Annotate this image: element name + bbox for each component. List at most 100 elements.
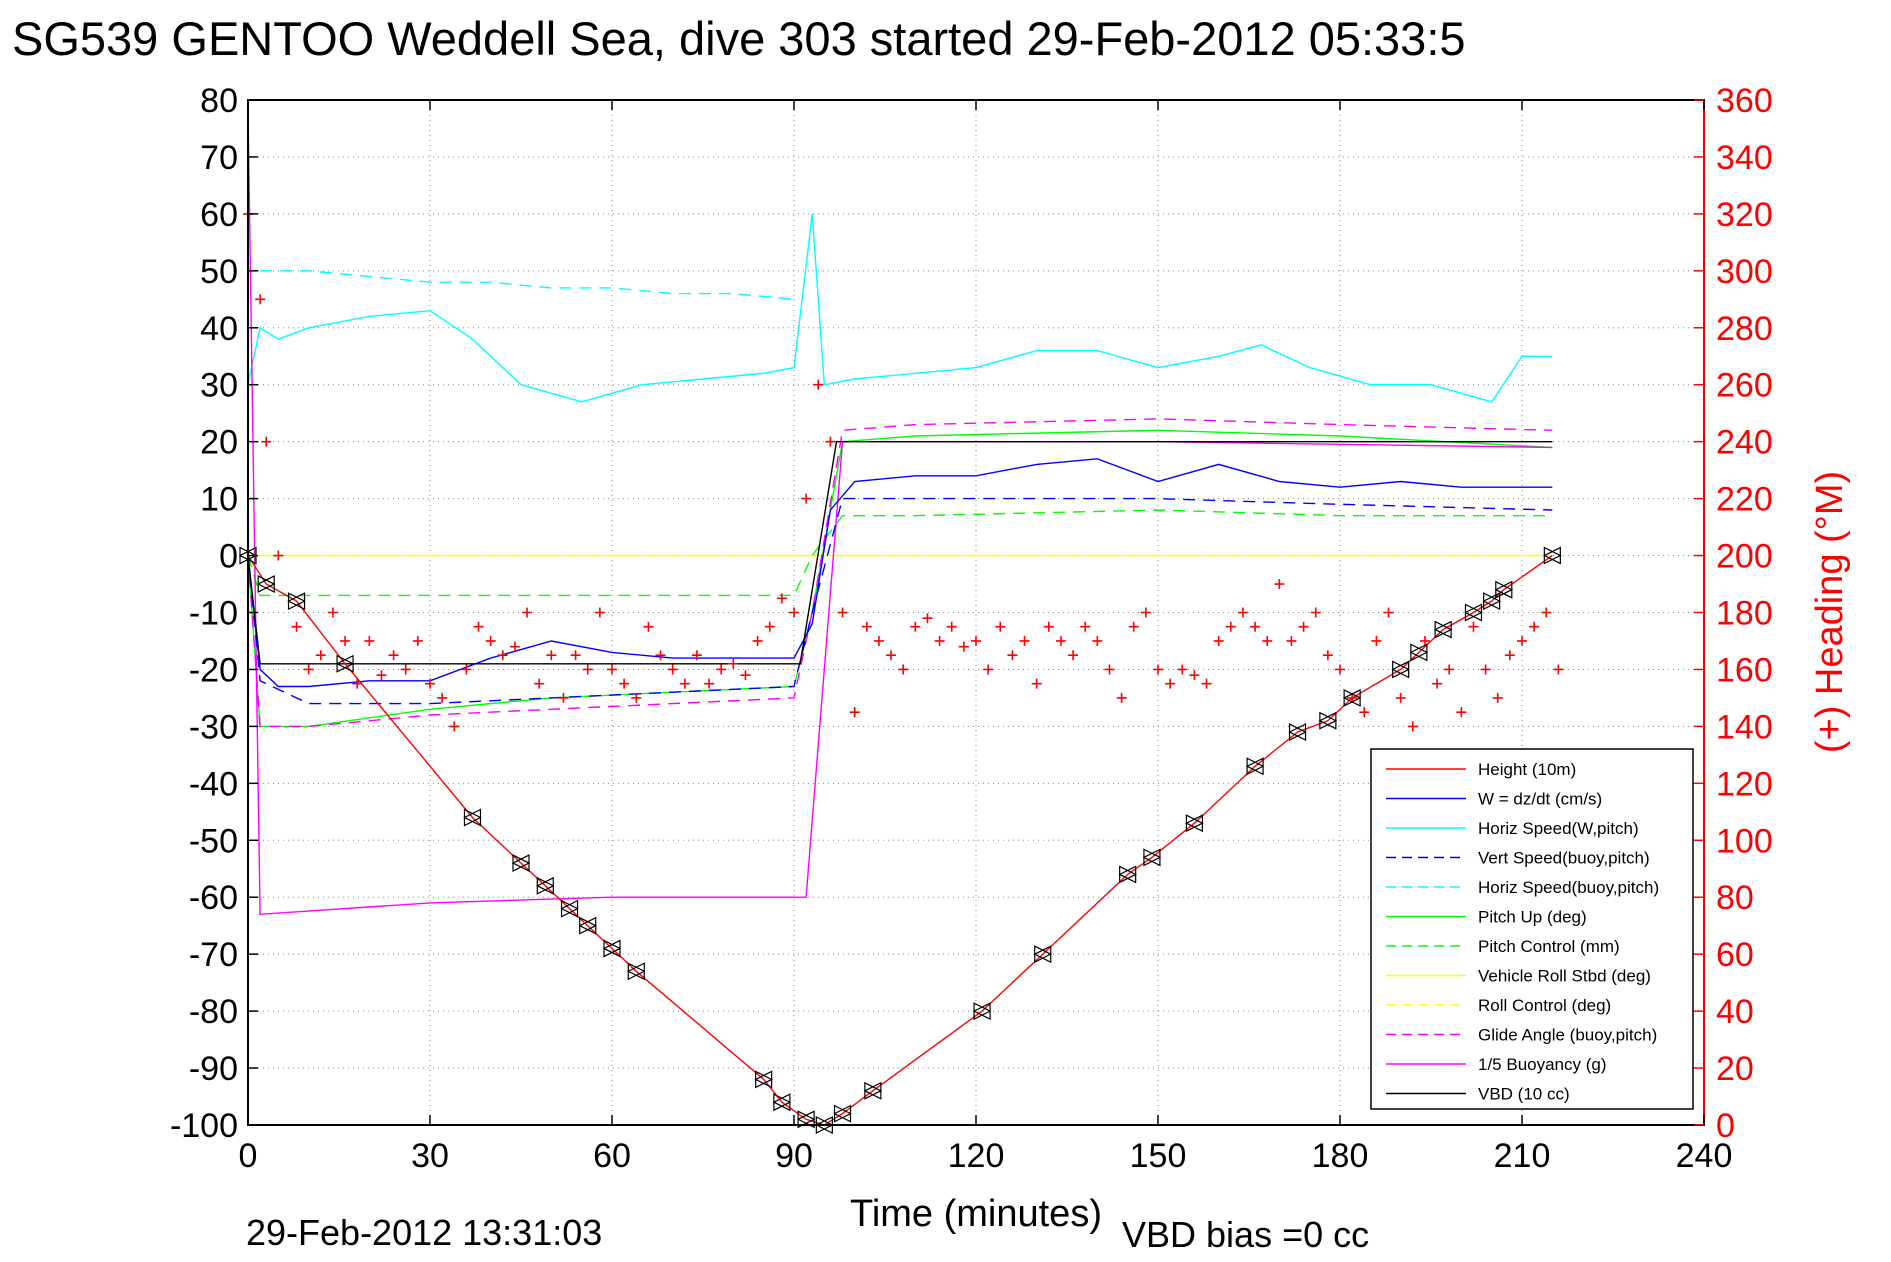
right-tick-label: 0 xyxy=(1716,1107,1735,1145)
heading-marker xyxy=(412,635,423,646)
heading-marker xyxy=(261,436,272,447)
heading-marker xyxy=(1407,721,1418,732)
legend-label: 1/5 Buoyancy (g) xyxy=(1478,1055,1607,1074)
right-tick-label: 280 xyxy=(1716,310,1773,348)
heading-marker xyxy=(1250,621,1261,632)
x-axis-label: Time (minutes) xyxy=(850,1193,1102,1235)
heading-marker xyxy=(837,607,848,618)
heading-marker xyxy=(509,641,520,652)
depth-marker xyxy=(1288,723,1307,742)
legend-label: VBD (10 cc) xyxy=(1478,1085,1570,1104)
right-tick-label: 220 xyxy=(1716,481,1773,519)
depth-marker xyxy=(1142,848,1162,867)
heading-marker xyxy=(607,664,617,675)
heading-marker xyxy=(1274,579,1285,590)
heading-marker xyxy=(1517,635,1527,646)
heading-marker xyxy=(898,664,909,675)
heading-marker xyxy=(1043,621,1054,632)
heading-marker xyxy=(1237,607,1248,618)
x-tick-label: 240 xyxy=(1676,1137,1733,1175)
heading-marker xyxy=(1104,664,1115,675)
heading-marker xyxy=(1116,692,1127,703)
right-tick-label: 240 xyxy=(1716,424,1773,462)
depth-marker xyxy=(863,1081,883,1100)
x-tick-label: 150 xyxy=(1130,1137,1187,1175)
heading-marker xyxy=(1225,621,1236,632)
right-tick-label: 80 xyxy=(1716,879,1754,917)
legend-label: Height (10m) xyxy=(1478,760,1576,779)
heading-marker xyxy=(1553,664,1564,675)
depth-marker xyxy=(1409,643,1429,662)
depth-marker xyxy=(1464,603,1483,622)
x-tick-label: 120 xyxy=(948,1137,1005,1175)
heading-marker xyxy=(1092,635,1103,646)
heading-marker xyxy=(1322,650,1333,661)
heading-marker xyxy=(825,436,836,447)
depth-marker xyxy=(1482,592,1502,611)
heading-marker xyxy=(934,635,945,646)
legend: Height (10m) W = dz/dt (cm/s) Horiz Speed(… xyxy=(1370,748,1694,1110)
footer-vbd-bias: VBD bias =0 cc xyxy=(1122,1214,1369,1255)
left-tick-label: 50 xyxy=(200,253,238,291)
footer-timestamp: 29-Feb-2012 13:31:03 xyxy=(246,1212,602,1253)
heading-marker xyxy=(522,607,533,618)
heading-marker xyxy=(704,678,715,689)
right-tick-label: 320 xyxy=(1716,196,1773,234)
heading-marker xyxy=(752,635,763,646)
heading-marker xyxy=(1153,664,1163,675)
depth-marker xyxy=(626,962,646,981)
heading-marker xyxy=(255,294,266,305)
heading-marker xyxy=(1529,621,1540,632)
heading-marker xyxy=(1419,635,1430,646)
depth-marker xyxy=(578,916,598,935)
heading-marker xyxy=(728,658,739,669)
left-tick-label: 20 xyxy=(200,424,238,462)
x-tick-label: 180 xyxy=(1312,1137,1369,1175)
heading-marker xyxy=(813,379,824,390)
x-tick-label: 0 xyxy=(239,1137,258,1175)
depth-marker xyxy=(602,939,622,958)
right-tick-label: 160 xyxy=(1716,651,1773,689)
x-tick-label: 30 xyxy=(411,1137,449,1175)
left-tick-label: -40 xyxy=(189,765,238,803)
heading-marker xyxy=(1068,650,1079,661)
depth-marker xyxy=(972,1002,992,1021)
heading-marker xyxy=(946,621,957,632)
series-line xyxy=(247,213,1553,403)
heading-marker xyxy=(425,678,435,689)
heading-marker xyxy=(716,664,727,675)
heading-marker xyxy=(1335,664,1345,675)
legend-label: Pitch Control (mm) xyxy=(1478,937,1620,956)
heading-marker xyxy=(740,670,751,681)
heading-marker xyxy=(1298,621,1309,632)
heading-marker xyxy=(558,692,569,703)
series-line xyxy=(247,429,1553,728)
heading-marker xyxy=(1165,678,1176,689)
heading-marker xyxy=(1456,707,1467,718)
legend-label: Horiz Speed(W,pitch) xyxy=(1478,819,1639,838)
depth-marker xyxy=(1433,620,1453,639)
heading-marker xyxy=(995,621,1006,632)
heading-marker xyxy=(1262,635,1273,646)
series-line xyxy=(247,458,1553,688)
heading-marker xyxy=(764,621,775,632)
right-tick-label: 140 xyxy=(1716,708,1773,746)
heading-marker xyxy=(849,707,860,718)
heading-marker xyxy=(1128,621,1139,632)
heading-marker xyxy=(1395,692,1406,703)
heading-marker xyxy=(1371,635,1382,646)
left-tick-label: -80 xyxy=(189,993,238,1031)
depth-marker xyxy=(1542,546,1562,565)
series-line xyxy=(247,418,1553,728)
heading-marker xyxy=(1504,650,1515,661)
left-tick-label: -20 xyxy=(189,651,238,689)
heading-marker xyxy=(1007,650,1018,661)
heading-marker xyxy=(582,664,593,675)
heading-marker xyxy=(667,664,678,675)
x-tick-label: 90 xyxy=(775,1137,813,1175)
x-axis-ticks: 0 30 60 90 120 150 180 210 240 xyxy=(239,100,1733,1175)
heading-marker xyxy=(655,650,666,661)
left-tick-label: 70 xyxy=(200,139,238,177)
heading-marker xyxy=(983,664,994,675)
heading-marker xyxy=(1468,621,1479,632)
